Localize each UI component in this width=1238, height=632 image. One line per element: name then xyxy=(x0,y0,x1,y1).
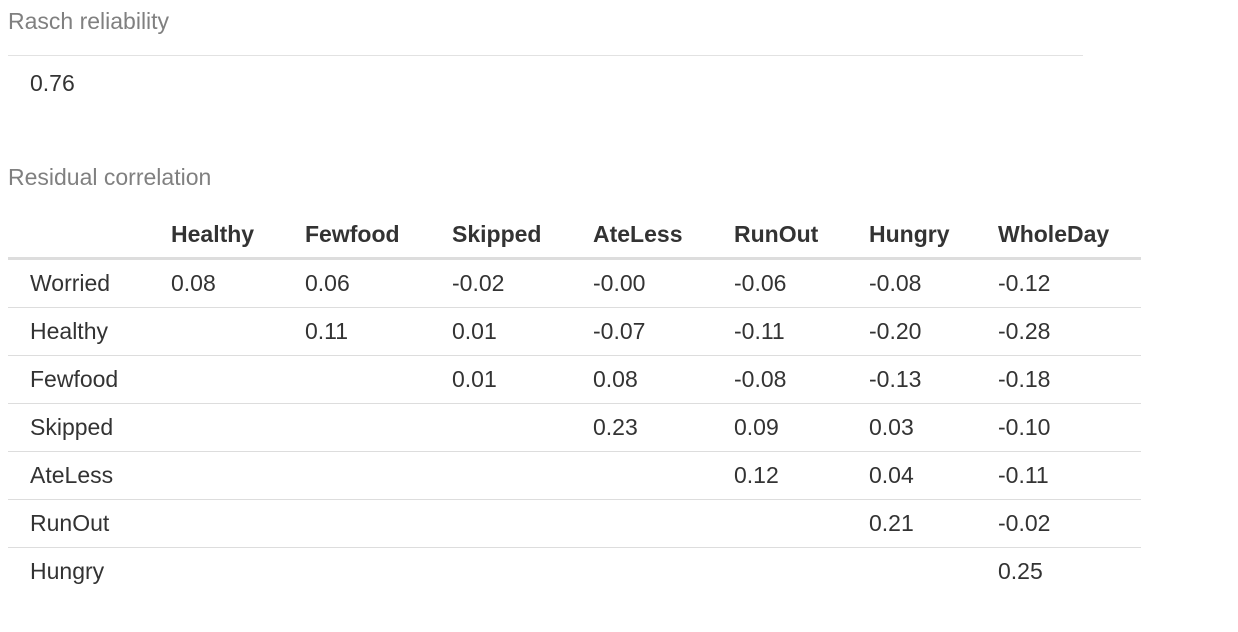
correlation-cell: -0.02 xyxy=(998,499,1141,548)
correlation-cell: -0.07 xyxy=(593,307,734,356)
table-row: Hungry 0.25 xyxy=(8,548,1141,596)
correlation-cell: 0.06 xyxy=(305,258,452,308)
row-label: Worried xyxy=(8,258,171,308)
correlation-cell xyxy=(171,499,305,548)
correlation-cell: -0.20 xyxy=(869,307,998,356)
correlation-cell: -0.00 xyxy=(593,258,734,308)
correlation-cell: -0.12 xyxy=(998,258,1141,308)
column-header-blank xyxy=(8,212,171,260)
correlation-cell xyxy=(305,403,452,452)
correlation-cell xyxy=(305,499,452,548)
correlation-cell: 0.12 xyxy=(734,451,869,500)
reliability-value: 0.76 xyxy=(30,70,75,96)
correlation-cell xyxy=(171,355,305,404)
residual-correlation-table: Healthy Fewfood Skipped AteLess RunOut H… xyxy=(8,212,1141,595)
correlation-cell xyxy=(305,548,452,596)
table-row: Skipped 0.23 0.09 0.03 -0.10 xyxy=(8,403,1141,452)
correlation-cell xyxy=(305,355,452,404)
correlation-cell: -0.08 xyxy=(869,258,998,308)
table-row: Fewfood 0.01 0.08 -0.08 -0.13 -0.18 xyxy=(8,355,1141,404)
correlation-cell xyxy=(171,307,305,356)
correlation-cell: 0.04 xyxy=(869,451,998,500)
correlation-cell: 0.01 xyxy=(452,355,593,404)
correlation-cell xyxy=(452,499,593,548)
correlation-cell: 0.09 xyxy=(734,403,869,452)
correlation-cell xyxy=(593,451,734,500)
column-header-runout: RunOut xyxy=(734,212,869,260)
correlation-cell: -0.06 xyxy=(734,258,869,308)
correlation-cell: -0.11 xyxy=(998,451,1141,500)
correlation-cell xyxy=(734,499,869,548)
column-header-fewfood: Fewfood xyxy=(305,212,452,260)
correlation-cell: 0.11 xyxy=(305,307,452,356)
table-row: RunOut 0.21 -0.02 xyxy=(8,499,1141,548)
correlation-cell xyxy=(593,499,734,548)
correlation-cell xyxy=(171,548,305,596)
correlation-cell xyxy=(452,403,593,452)
table-row: Healthy 0.11 0.01 -0.07 -0.11 -0.20 -0.28 xyxy=(8,307,1141,356)
column-header-hungry: Hungry xyxy=(869,212,998,260)
row-label: Fewfood xyxy=(8,355,171,404)
correlation-cell: 0.23 xyxy=(593,403,734,452)
reliability-title: Rasch reliability xyxy=(8,8,170,34)
row-label: Healthy xyxy=(8,307,171,356)
residual-correlation-title: Residual correlation xyxy=(8,164,212,190)
correlation-cell: -0.18 xyxy=(998,355,1141,404)
column-header-ateless: AteLess xyxy=(593,212,734,260)
row-label: RunOut xyxy=(8,499,171,548)
correlation-cell xyxy=(734,548,869,596)
correlation-cell xyxy=(171,403,305,452)
correlation-cell: 0.01 xyxy=(452,307,593,356)
correlation-cell: 0.25 xyxy=(998,558,1043,584)
row-label: Skipped xyxy=(8,403,171,452)
table-row: Worried 0.08 0.06 -0.02 -0.00 -0.06 -0.08 -0.12 xyxy=(8,258,1141,308)
column-header-wholeday: WholeDay xyxy=(998,212,1141,260)
correlation-cell: 0.21 xyxy=(869,499,998,548)
table-body: Worried 0.08 0.06 -0.02 -0.00 -0.06 -0.08 -0.12… xyxy=(8,258,1141,596)
correlation-cell: 0.03 xyxy=(869,403,998,452)
row-label: Hungry xyxy=(30,558,105,584)
correlation-cell xyxy=(171,451,305,500)
correlation-cell xyxy=(305,451,452,500)
table-row: AteLess 0.12 0.04 -0.11 xyxy=(8,451,1141,500)
correlation-cell: -0.10 xyxy=(998,403,1141,452)
correlation-cell: -0.08 xyxy=(734,355,869,404)
correlation-cell xyxy=(593,548,734,596)
correlation-cell xyxy=(869,548,998,596)
column-header-skipped: Skipped xyxy=(452,212,593,260)
table-header-row: Healthy Fewfood Skipped AteLess RunOut H… xyxy=(8,212,1141,260)
correlation-cell: -0.02 xyxy=(452,258,593,308)
correlation-cell: 0.08 xyxy=(171,258,305,308)
correlation-cell xyxy=(452,548,593,596)
correlation-cell xyxy=(452,451,593,500)
column-header-healthy: Healthy xyxy=(171,212,305,260)
correlation-cell: -0.28 xyxy=(998,307,1141,356)
reliability-divider xyxy=(8,55,1083,56)
row-label: AteLess xyxy=(8,451,171,500)
correlation-cell: -0.11 xyxy=(734,307,869,356)
correlation-cell: 0.08 xyxy=(593,355,734,404)
correlation-cell: -0.13 xyxy=(869,355,998,404)
